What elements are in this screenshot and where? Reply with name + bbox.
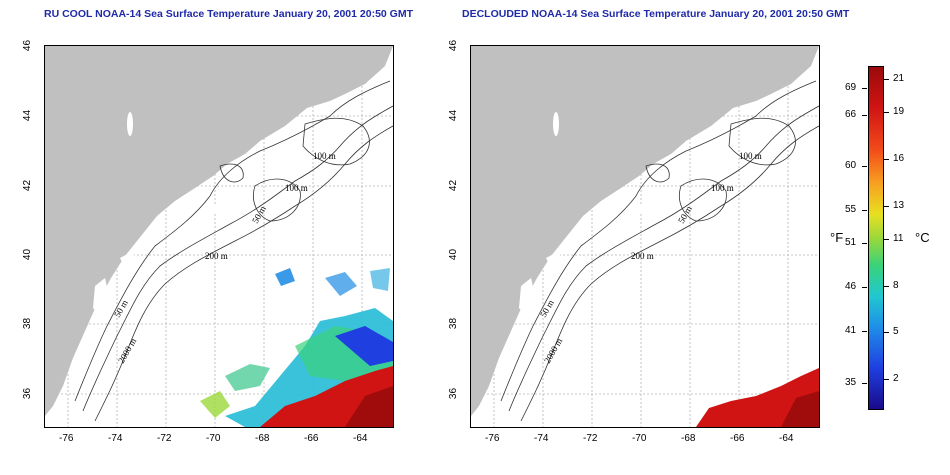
right-map-canvas: 100 m 100 m 50 m 200 m 50 m 2000 m xyxy=(471,46,819,427)
left-map-title: RU COOL NOAA-14 Sea Surface Temperature … xyxy=(44,8,414,20)
lat-tick: 40 xyxy=(448,248,460,261)
lon-tick: -64 xyxy=(779,433,794,444)
contour-label: 50 m xyxy=(250,204,268,225)
left-map-canvas: 100 m 100 m 50 m 200 m 50 m 2000 m xyxy=(45,46,393,427)
contour-label: 100 m xyxy=(313,151,336,161)
fahrenheit-tick: 69 xyxy=(845,82,857,93)
left-sst-map: 100 m 100 m 50 m 200 m 50 m 2000 m xyxy=(44,45,394,428)
lat-tick: 44 xyxy=(22,109,34,122)
fahrenheit-tick: 66 xyxy=(845,109,857,120)
celsius-tick: 13 xyxy=(893,200,905,211)
right-map-title: DECLOUDED NOAA-14 Sea Surface Temperatur… xyxy=(462,8,850,20)
lat-tick: 38 xyxy=(22,317,34,330)
celsius-tick: 16 xyxy=(893,153,905,164)
celsius-tick: 21 xyxy=(893,73,905,84)
celsius-unit-label: °C xyxy=(915,230,930,245)
lon-tick: -66 xyxy=(304,433,319,444)
depth-contours xyxy=(500,80,819,422)
contour-label: 2000 m xyxy=(542,336,564,365)
contour-label: 2000 m xyxy=(116,336,138,365)
landmass xyxy=(471,46,819,416)
landmass xyxy=(45,46,393,416)
right-sst-map: 100 m 100 m 50 m 200 m 50 m 2000 m xyxy=(470,45,820,428)
lon-tick: -72 xyxy=(157,433,172,444)
lat-tick: 42 xyxy=(448,179,460,192)
celsius-tick: 2 xyxy=(893,373,899,384)
fahrenheit-tick: 51 xyxy=(845,237,857,248)
contour-label: 100 m xyxy=(285,183,308,193)
contour-label: 200 m xyxy=(205,251,228,261)
lon-tick: -66 xyxy=(730,433,745,444)
lat-tick: 36 xyxy=(448,387,460,400)
lat-tick: 38 xyxy=(448,317,460,330)
lat-tick: 46 xyxy=(448,39,460,52)
lon-tick: -68 xyxy=(255,433,270,444)
lat-tick: 42 xyxy=(22,179,34,192)
depth-contours xyxy=(74,80,393,422)
lon-tick: -64 xyxy=(353,433,368,444)
fahrenheit-unit-label: °F xyxy=(830,230,844,245)
lon-tick: -76 xyxy=(59,433,74,444)
fahrenheit-tick: 55 xyxy=(845,204,857,215)
lon-tick: -70 xyxy=(206,433,221,444)
lat-tick: 44 xyxy=(448,109,460,122)
lat-tick: 46 xyxy=(22,39,34,52)
lon-tick: -70 xyxy=(632,433,647,444)
water-inlets xyxy=(93,112,225,316)
contour-label: 200 m xyxy=(631,251,654,261)
lon-tick: -72 xyxy=(583,433,598,444)
lat-tick: 36 xyxy=(22,387,34,400)
contour-label: 50 m xyxy=(676,204,694,225)
celsius-tick: 11 xyxy=(893,233,904,244)
celsius-tick: 8 xyxy=(893,280,899,291)
temperature-colorbar xyxy=(868,66,884,410)
fahrenheit-tick: 41 xyxy=(845,325,857,336)
lon-tick: -68 xyxy=(681,433,696,444)
fahrenheit-tick: 60 xyxy=(845,160,857,171)
contour-label: 100 m xyxy=(711,183,734,193)
water-inlets xyxy=(519,112,651,316)
contour-label: 100 m xyxy=(739,151,762,161)
lat-tick: 40 xyxy=(22,248,34,261)
lon-tick: -74 xyxy=(534,433,549,444)
celsius-tick: 19 xyxy=(893,106,905,117)
lon-tick: -76 xyxy=(485,433,500,444)
lon-tick: -74 xyxy=(108,433,123,444)
fahrenheit-tick: 46 xyxy=(845,281,857,292)
fahrenheit-tick: 35 xyxy=(845,377,857,388)
celsius-tick: 5 xyxy=(893,326,899,337)
